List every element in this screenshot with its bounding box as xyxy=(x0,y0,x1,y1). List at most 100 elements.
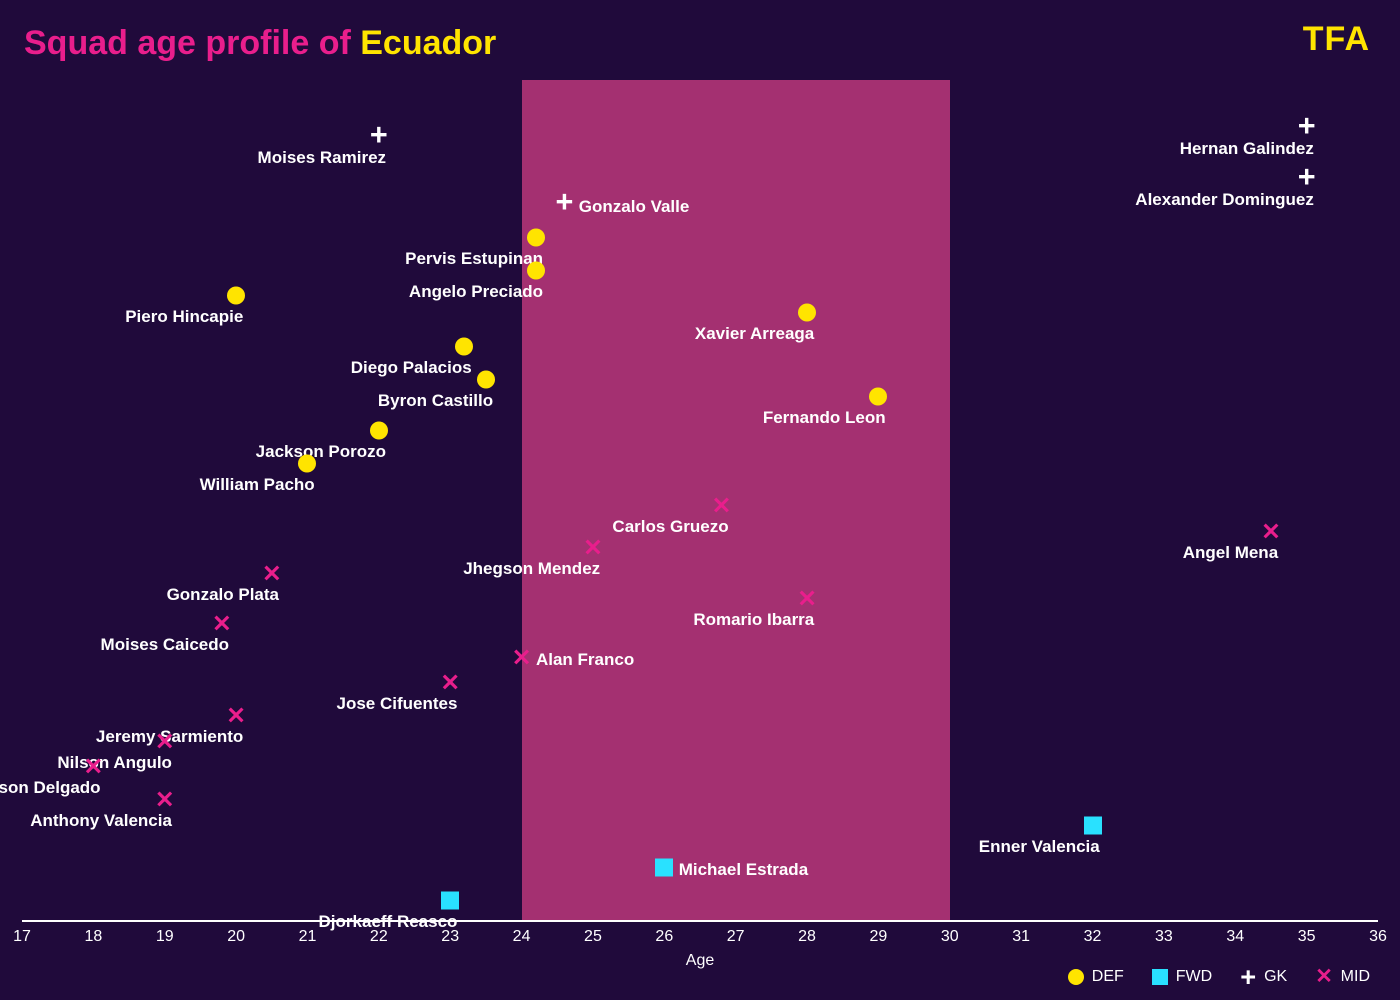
player-label: Piero Hincapie xyxy=(125,307,243,327)
x-tick: 26 xyxy=(655,928,673,946)
x-tick: 31 xyxy=(1012,928,1030,946)
player-label: Angel Mena xyxy=(1183,543,1278,563)
x-tick: 21 xyxy=(299,928,317,946)
player-marker: ✕ xyxy=(155,733,175,754)
legend-label: MID xyxy=(1341,968,1370,986)
x-tick: 29 xyxy=(870,928,888,946)
x-axis-line xyxy=(22,920,1378,922)
player-marker: ✕ xyxy=(212,616,232,637)
def-marker-icon xyxy=(527,228,545,246)
x-tick: 30 xyxy=(941,928,959,946)
x-tick: 17 xyxy=(13,928,31,946)
fwd-marker-icon xyxy=(655,858,673,876)
player-marker: ✕ xyxy=(583,540,603,561)
gk-marker-icon: + xyxy=(370,128,388,143)
x-tick: 36 xyxy=(1369,928,1387,946)
x-tick: 32 xyxy=(1084,928,1102,946)
player-label: Djorkaeff Reasco xyxy=(319,912,458,932)
player-label: Michael Estrada xyxy=(679,860,808,880)
legend-item-fwd: FWD xyxy=(1152,968,1212,986)
legend-fwd-icon xyxy=(1152,969,1168,985)
player-label: Byron Castillo xyxy=(378,391,493,411)
mid-marker-icon: ✕ xyxy=(583,540,603,556)
player-label: Jhegson Mendez xyxy=(463,559,600,579)
player-marker: ✕ xyxy=(84,758,104,779)
mid-marker-icon: ✕ xyxy=(84,758,104,774)
def-marker-icon xyxy=(227,287,245,305)
gk-marker-icon: + xyxy=(1298,119,1316,134)
fwd-marker-icon xyxy=(441,892,459,910)
mid-marker-icon: ✕ xyxy=(262,565,282,581)
fwd-marker-icon xyxy=(1084,816,1102,834)
player-label: Gonzalo Plata xyxy=(167,585,279,605)
legend-item-mid: ✕ MID xyxy=(1315,968,1370,986)
legend-def-icon xyxy=(1068,969,1084,985)
player-marker: + xyxy=(1298,170,1316,192)
x-tick: 24 xyxy=(513,928,531,946)
legend: DEF FWD + GK ✕ MID xyxy=(1068,968,1370,986)
player-marker xyxy=(655,858,673,881)
player-marker: + xyxy=(1298,119,1316,141)
player-marker: + xyxy=(555,195,573,217)
player-label: Xavier Arreaga xyxy=(695,324,814,344)
x-tick: 28 xyxy=(798,928,816,946)
mid-marker-icon: ✕ xyxy=(1261,523,1281,539)
x-axis-label: Age xyxy=(686,952,714,970)
player-marker: ✕ xyxy=(226,708,246,729)
player-label: Enner Valencia xyxy=(979,837,1100,857)
mid-marker-icon: ✕ xyxy=(440,674,460,690)
player-label: Nilson Angulo xyxy=(57,753,172,773)
player-label: Jackson Porozo xyxy=(256,442,386,462)
mid-marker-icon: ✕ xyxy=(212,616,232,632)
player-label: Gonzalo Valle xyxy=(579,197,690,217)
chart-title: Squad age profile of Ecuador xyxy=(24,24,496,63)
x-tick: 18 xyxy=(84,928,102,946)
player-label: Pervis Estupinan xyxy=(405,249,543,269)
x-tick: 34 xyxy=(1226,928,1244,946)
chart-stage: Squad age profile of Ecuador TFA 17 18 19 20 2… xyxy=(0,0,1400,1000)
def-marker-icon xyxy=(869,388,887,406)
tfa-logo: TFA xyxy=(1303,20,1370,59)
x-tick: 35 xyxy=(1298,928,1316,946)
def-marker-icon xyxy=(477,371,495,389)
gk-marker-icon: + xyxy=(555,195,573,210)
player-marker: ✕ xyxy=(440,674,460,695)
mid-marker-icon: ✕ xyxy=(712,498,732,514)
player-label: Carlos Gruezo xyxy=(612,517,728,537)
player-label: Moises Caicedo xyxy=(101,635,230,655)
mid-marker-icon: ✕ xyxy=(155,792,175,808)
legend-item-def: DEF xyxy=(1068,968,1124,986)
def-marker-icon xyxy=(798,304,816,322)
legend-label: GK xyxy=(1264,968,1287,986)
def-marker-icon xyxy=(527,262,545,280)
player-label: Fernando Leon xyxy=(763,408,886,428)
legend-label: DEF xyxy=(1092,968,1124,986)
player-label: Patrickson Delgado xyxy=(0,778,101,798)
player-marker: ✕ xyxy=(262,565,282,586)
player-label: Hernan Galindez xyxy=(1180,139,1314,159)
x-tick: 20 xyxy=(227,928,245,946)
player-label: Anthony Valencia xyxy=(30,811,172,831)
legend-item-gk: + GK xyxy=(1240,968,1287,986)
player-label: Moises Ramirez xyxy=(258,148,387,168)
chart-title-prefix: Squad age profile of xyxy=(24,24,360,62)
x-tick: 27 xyxy=(727,928,745,946)
mid-marker-icon: ✕ xyxy=(512,649,532,665)
player-label: Jose Cifuentes xyxy=(336,694,457,714)
x-tick: 33 xyxy=(1155,928,1173,946)
legend-mid-icon: ✕ xyxy=(1315,970,1332,985)
player-marker: ✕ xyxy=(712,498,732,519)
mid-marker-icon: ✕ xyxy=(226,708,246,724)
legend-label: FWD xyxy=(1176,968,1212,986)
mid-marker-icon: ✕ xyxy=(797,590,817,606)
player-label: Diego Palacios xyxy=(351,358,472,378)
gk-marker-icon: + xyxy=(1298,170,1316,185)
x-tick: 25 xyxy=(584,928,602,946)
legend-gk-icon: + xyxy=(1240,970,1256,984)
player-marker: ✕ xyxy=(797,590,817,611)
chart-title-highlight: Ecuador xyxy=(360,24,496,62)
player-label: William Pacho xyxy=(200,475,315,495)
player-marker: + xyxy=(370,128,388,150)
x-tick: 19 xyxy=(156,928,174,946)
player-marker: ✕ xyxy=(155,792,175,813)
